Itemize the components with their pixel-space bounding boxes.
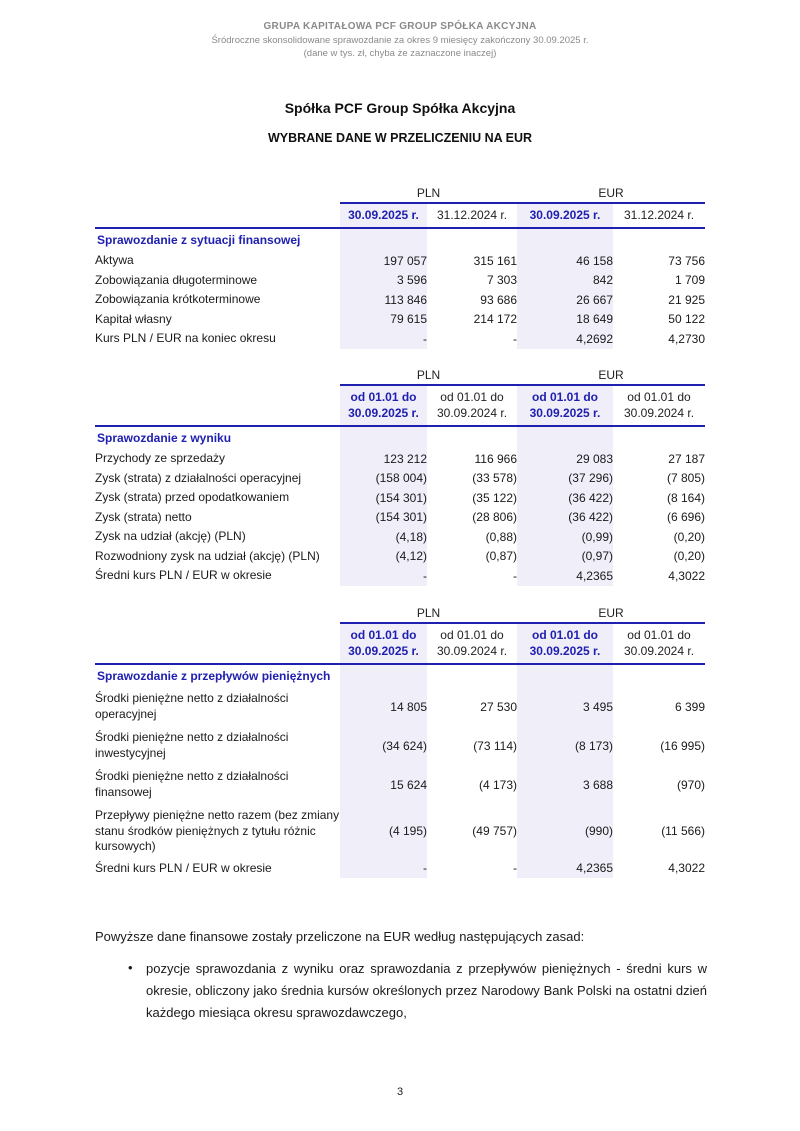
- currency-group-row: PLN EUR: [95, 604, 705, 624]
- note-bullet-text: pozycje sprawozdania z wyniku oraz spraw…: [146, 961, 707, 1020]
- table-row: Zysk na udział (akcję) (PLN) (4,18) (0,8…: [95, 527, 705, 547]
- report-description: Śródroczne skonsolidowane sprawozdanie z…: [211, 35, 589, 46]
- notes-intro: Powyższe dane finansowe zostały przelicz…: [95, 929, 585, 944]
- col-header: 30.09.2025 r.: [517, 203, 613, 229]
- section-row: Sprawozdanie z sytuacji finansowej: [95, 228, 705, 251]
- table-row: Zobowiązania krótkoterminowe 113 846 93 …: [95, 290, 705, 310]
- table-row: Rozwodniony zysk na udział (akcję) (PLN)…: [95, 546, 705, 566]
- table-row: Kurs PLN / EUR na koniec okresu - - 4,26…: [95, 329, 705, 349]
- currency-group-row: PLN EUR: [95, 366, 705, 386]
- running-header: GRUPA KAPITAŁOWA PCF GROUP SPÓŁKA AKCYJN…: [0, 20, 800, 60]
- cash-flow-table: PLN EUR od 01.01 do 30.09.2025 r. od 01.…: [95, 604, 705, 878]
- table-row: Kapitał własny 79 615 214 172 18 649 50 …: [95, 309, 705, 329]
- col-header: 31.12.2024 r.: [427, 203, 517, 229]
- currency-group-eur: EUR: [517, 604, 705, 624]
- cash-flow-table-wrap: PLN EUR od 01.01 do 30.09.2025 r. od 01.…: [95, 604, 705, 878]
- period-header-row: od 01.01 do 30.09.2025 r. od 01.01 do 30…: [95, 623, 705, 665]
- section-title: Sprawozdanie z sytuacji finansowej: [97, 233, 301, 247]
- table-row: Środki pieniężne netto z działalności fi…: [95, 765, 705, 804]
- result-statement-table-wrap: PLN EUR od 01.01 do 30.09.2025 r. od 01.…: [95, 366, 705, 586]
- currency-group-eur: EUR: [517, 184, 705, 204]
- page-subtitle: WYBRANE DANE W PRZELICZENIU NA EUR: [267, 131, 533, 145]
- col-header: od 01.01 do 30.09.2024 r.: [613, 623, 705, 665]
- col-header: 31.12.2024 r.: [613, 203, 705, 229]
- col-header: od 01.01 do 30.09.2024 r.: [427, 623, 517, 665]
- financial-position-table-wrap: PLN EUR 30.09.2025 r. 31.12.2024 r. 30.0…: [95, 184, 705, 349]
- financial-position-table: PLN EUR 30.09.2025 r. 31.12.2024 r. 30.0…: [95, 184, 705, 349]
- table-row: Średni kurs PLN / EUR w okresie - - 4,23…: [95, 566, 705, 586]
- table-row: Środki pieniężne netto z działalności op…: [95, 687, 705, 726]
- period-header-row: od 01.01 do 30.09.2025 r. od 01.01 do 30…: [95, 385, 705, 427]
- section-title: Sprawozdanie z wyniku: [97, 431, 232, 445]
- table-row: Zysk (strata) z działalności operacyjnej…: [95, 468, 705, 488]
- section-title: Sprawozdanie z przepływów pieniężnych: [97, 669, 331, 683]
- currency-group-pln: PLN: [340, 184, 517, 204]
- currency-group-row: PLN EUR: [95, 184, 705, 204]
- col-header: od 01.01 do 30.09.2025 r.: [517, 385, 613, 427]
- table-row: Przepływy pieniężne netto razem (bez zmi…: [95, 804, 705, 859]
- col-header: od 01.01 do 30.09.2025 r.: [340, 623, 427, 665]
- table-row: Średni kurs PLN / EUR w okresie - - 4,23…: [95, 858, 705, 878]
- period-header-row: 30.09.2025 r. 31.12.2024 r. 30.09.2025 r…: [95, 203, 705, 229]
- table-row: Zysk (strata) przed opodatkowaniem (154 …: [95, 488, 705, 508]
- currency-group-pln: PLN: [340, 366, 517, 386]
- page-title: Spółka PCF Group Spółka Akcyjna: [284, 100, 516, 116]
- bullet-icon: •: [128, 960, 133, 975]
- page-number: 3: [396, 1086, 404, 1098]
- col-header: od 01.01 do 30.09.2025 r.: [517, 623, 613, 665]
- units-note: (dane w tys. zł, chyba że zaznaczone ina…: [303, 48, 497, 59]
- col-header: od 01.01 do 30.09.2024 r.: [427, 385, 517, 427]
- section-row: Sprawozdanie z wyniku: [95, 426, 705, 449]
- table-row: Zysk (strata) netto (154 301) (28 806) (…: [95, 507, 705, 527]
- col-header: od 01.01 do 30.09.2024 r.: [613, 385, 705, 427]
- section-row: Sprawozdanie z przepływów pieniężnych: [95, 664, 705, 687]
- table-row: Środki pieniężne netto z działalności in…: [95, 726, 705, 765]
- result-statement-table: PLN EUR od 01.01 do 30.09.2025 r. od 01.…: [95, 366, 705, 586]
- note-bullet-item: • pozycje sprawozdania z wyniku oraz spr…: [95, 958, 707, 1024]
- company-name: GRUPA KAPITAŁOWA PCF GROUP SPÓŁKA AKCYJN…: [263, 21, 537, 32]
- table-row: Aktywa 197 057 315 161 46 158 73 756: [95, 251, 705, 271]
- col-header: 30.09.2025 r.: [340, 203, 427, 229]
- table-row: Przychody ze sprzedaży 123 212 116 966 2…: [95, 449, 705, 469]
- currency-group-pln: PLN: [340, 604, 517, 624]
- currency-group-eur: EUR: [517, 366, 705, 386]
- col-header: od 01.01 do 30.09.2025 r.: [340, 385, 427, 427]
- table-row: Zobowiązania długoterminowe 3 596 7 303 …: [95, 270, 705, 290]
